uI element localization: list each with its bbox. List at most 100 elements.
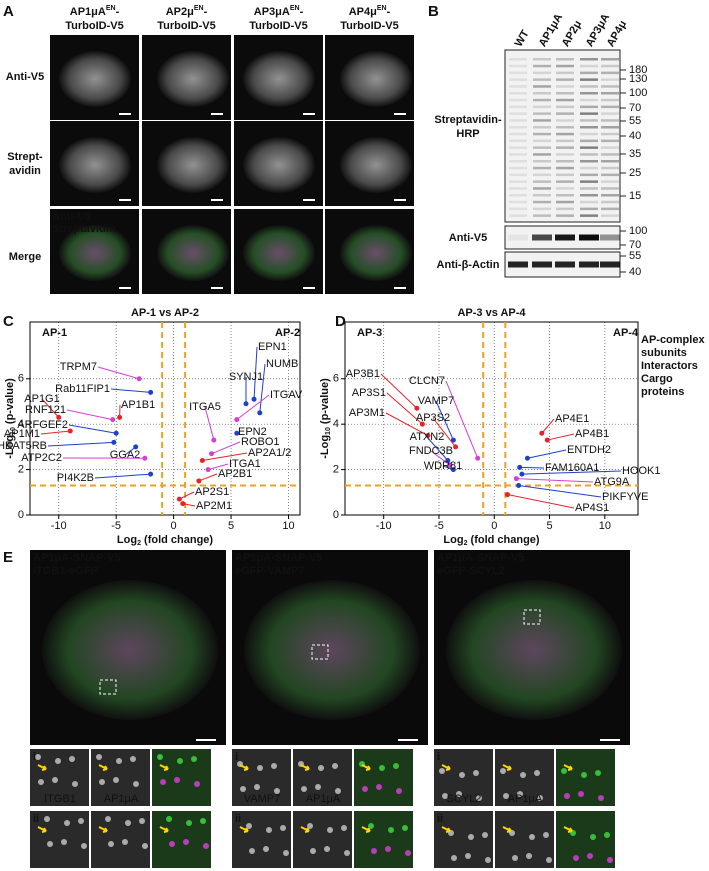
band [533, 160, 551, 163]
band [509, 92, 527, 95]
puncta [465, 853, 471, 859]
inset-label: AP1μA [104, 793, 139, 805]
band [601, 58, 619, 61]
band [601, 173, 619, 177]
protein-point [445, 458, 451, 464]
puncta [139, 818, 145, 824]
puncta [393, 763, 399, 769]
label-part: (p-value) [319, 378, 331, 427]
band [580, 207, 598, 211]
puncta [604, 832, 610, 838]
band [533, 187, 551, 190]
leader-line [432, 417, 456, 448]
puncta [116, 758, 122, 764]
cell [243, 137, 315, 193]
band [600, 261, 620, 268]
column-header: AP3μAEN- [254, 5, 304, 18]
y-tick-label: 4 [333, 418, 339, 430]
arrow [300, 764, 310, 771]
left-group-label: AP-3 [357, 327, 382, 339]
column-name: AP3μA [254, 6, 290, 18]
protein-label: AP2A1/2 [248, 447, 291, 459]
mw-marker: 100 [629, 225, 647, 237]
mw-marker: 70 [629, 102, 641, 114]
puncta [38, 779, 44, 785]
band [601, 112, 619, 115]
label-sub: 10 [10, 427, 17, 435]
puncta [249, 848, 255, 854]
column-header-line2: TurboID-V5 [249, 20, 307, 32]
band [601, 194, 619, 197]
x-tick-label: -5 [111, 520, 121, 532]
puncta [78, 818, 84, 824]
band [556, 166, 574, 170]
arrow [98, 826, 108, 833]
protein-point [519, 471, 525, 477]
arrow [502, 764, 512, 771]
protein-point [110, 417, 116, 423]
inset-label: ITGB1 [44, 793, 76, 805]
cell [243, 51, 315, 107]
protein-point [209, 451, 215, 457]
x-tick-label: -5 [434, 520, 444, 532]
cell [446, 580, 622, 720]
puncta [186, 820, 192, 826]
band [601, 166, 619, 170]
label-part: (fold change) [141, 534, 213, 546]
puncta [517, 791, 523, 797]
puncta [578, 791, 584, 797]
band [533, 194, 551, 197]
band [580, 58, 598, 61]
puncta [581, 772, 587, 778]
band [509, 112, 527, 115]
band [509, 132, 527, 136]
puncta [125, 820, 131, 826]
band [556, 173, 574, 177]
band [556, 112, 574, 115]
arrow [502, 826, 512, 833]
leader-line [47, 441, 114, 447]
arrow [441, 826, 451, 833]
band [533, 153, 551, 156]
leader-line [435, 400, 454, 441]
arrow [300, 826, 310, 833]
band [556, 153, 574, 156]
leader-line [519, 466, 545, 469]
mw-marker: 55 [629, 250, 641, 262]
leader-line [516, 478, 594, 483]
x-tick-label: 5 [546, 520, 552, 532]
puncta [266, 827, 272, 833]
puncta [280, 825, 286, 831]
protein-point [243, 401, 249, 407]
puncta [52, 777, 58, 783]
band [556, 71, 574, 75]
puncta [81, 843, 87, 849]
mw-marker: 180 [629, 64, 647, 76]
protein-point [196, 478, 202, 484]
mw-marker: 100 [629, 87, 647, 99]
leader-line [110, 388, 151, 393]
band [533, 105, 551, 109]
puncta [468, 834, 474, 840]
puncta [44, 816, 50, 822]
puncta [503, 793, 509, 799]
puncta [456, 791, 462, 797]
protein-label: ENTDH2 [567, 444, 611, 456]
puncta [439, 768, 445, 774]
lane-label: WT [513, 28, 532, 49]
arrow [37, 826, 47, 833]
protein-point [475, 455, 481, 461]
leader-line [445, 380, 479, 459]
puncta [105, 816, 111, 822]
cell [59, 225, 131, 281]
leader-line [527, 449, 567, 459]
puncta [500, 768, 506, 774]
puncta [485, 857, 491, 863]
right-group-label: AP-2 [275, 327, 300, 339]
band [533, 92, 551, 95]
leader-line [380, 373, 418, 409]
band [601, 214, 619, 217]
protein-point [524, 455, 530, 461]
band [580, 64, 598, 68]
protein-point [450, 437, 456, 443]
